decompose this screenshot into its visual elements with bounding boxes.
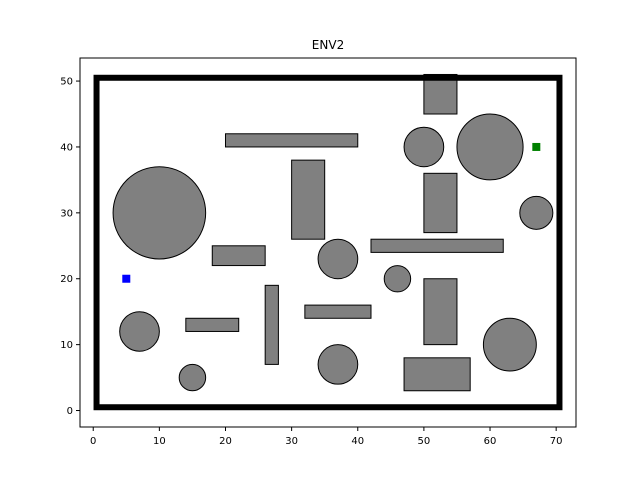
x-tick-label-10: 10: [153, 436, 166, 447]
obstacle-rect-4: [423, 172, 458, 234]
obstacle-circle-8: [178, 363, 207, 392]
x-axis: 0 10 20 30 40 50 60 70: [90, 427, 563, 447]
axes-frame: [79, 57, 577, 428]
y-tick-label-10: 10: [60, 340, 73, 351]
y-tick-label-40: 40: [60, 142, 73, 153]
obstacle-circle-7: [119, 311, 160, 352]
goal-marker: [532, 142, 541, 151]
obstacle-circle-9: [317, 344, 359, 385]
x-tick-label-50: 50: [418, 436, 431, 447]
y-tick-label-50: 50: [60, 77, 73, 88]
start-marker: [122, 274, 131, 283]
y-tick-label-20: 20: [60, 274, 73, 285]
obstacle-rect-2: [224, 133, 359, 148]
obstacle-circle-5: [317, 238, 359, 280]
obstacle-circle-2: [456, 113, 524, 181]
plot-area: [93, 73, 563, 411]
obstacle-rect-5: [211, 245, 266, 267]
x-tick-label-60: 60: [484, 436, 497, 447]
x-tick-label-40: 40: [351, 436, 364, 447]
obstacle-rect-10: [423, 278, 458, 346]
y-axis: 0 10 20 30 40 50: [60, 77, 80, 417]
x-tick-label-70: 70: [550, 436, 563, 447]
obstacle-circle-1: [112, 166, 207, 260]
chart-title: ENV2: [312, 38, 344, 52]
y-tick-label-30: 30: [60, 208, 73, 219]
obstacle-rect-6: [370, 238, 504, 253]
obstacle-circle-10: [482, 317, 537, 372]
obstacle-rect-1: [423, 73, 458, 115]
obstacle-rect-9: [185, 317, 240, 332]
x-tick-label-30: 30: [285, 436, 298, 447]
obstacle-circle-4: [519, 195, 554, 230]
y-tick-label-0: 0: [67, 406, 73, 417]
obstacle-circle-6: [383, 265, 412, 293]
obstacle-rect-8: [304, 304, 372, 319]
boundary-wall: [93, 74, 563, 411]
obstacle-rect-3: [291, 159, 326, 240]
x-tick-label-0: 0: [90, 436, 96, 447]
obstacle-rect-7: [264, 284, 279, 365]
x-tick-label-20: 20: [219, 436, 232, 447]
obstacle-circle-3: [403, 126, 445, 168]
obstacle-rect-11: [403, 357, 471, 392]
